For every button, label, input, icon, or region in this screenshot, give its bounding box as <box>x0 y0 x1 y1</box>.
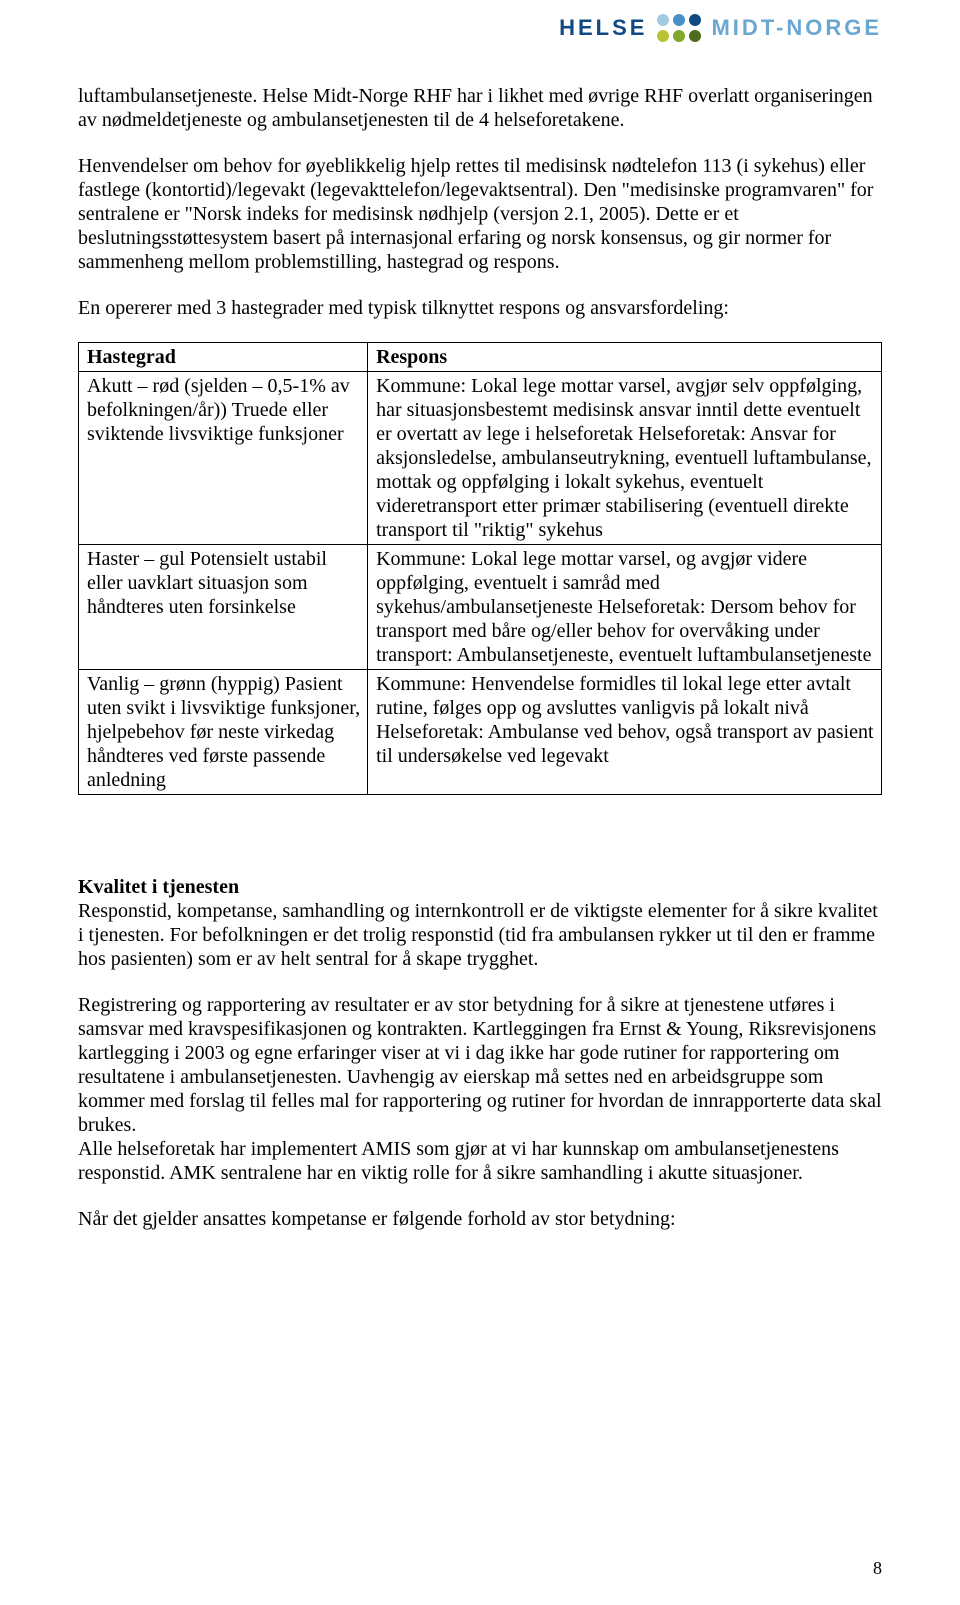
logo-dot <box>657 14 669 26</box>
document-page: HELSE MIDT-NORGE luftambulansetjeneste. … <box>0 0 960 1605</box>
logo-text-right: MIDT-NORGE <box>711 15 882 41</box>
table-cell: Akutt – rød (sjelden – 0,5-1% av befolkn… <box>79 372 368 545</box>
table-row: Akutt – rød (sjelden – 0,5-1% av befolkn… <box>79 372 882 545</box>
logo-dots-icon <box>657 14 701 42</box>
header-logo: HELSE MIDT-NORGE <box>559 14 882 42</box>
logo-dot <box>689 30 701 42</box>
paragraph: Når det gjelder ansattes kompetanse er f… <box>78 1207 882 1231</box>
table-row: Haster – gul Potensielt ustabil eller ua… <box>79 545 882 670</box>
table-cell: Kommune: Lokal lege mottar varsel, avgjø… <box>368 372 882 545</box>
paragraph: Alle helseforetak har implementert AMIS … <box>78 1137 882 1185</box>
logo-dot <box>689 14 701 26</box>
paragraph: Registrering og rapportering av resultat… <box>78 993 882 1137</box>
logo-dot <box>673 14 685 26</box>
paragraph: Henvendelser om behov for øyeblikkelig h… <box>78 154 882 274</box>
table-cell: Haster – gul Potensielt ustabil eller ua… <box>79 545 368 670</box>
paragraph: Responstid, kompetanse, samhandling og i… <box>78 899 882 971</box>
paragraph: En opererer med 3 hastegrader med typisk… <box>78 296 882 320</box>
table-cell: Kommune: Henvendelse formidles til lokal… <box>368 670 882 795</box>
section-heading: Kvalitet i tjenesten <box>78 875 882 899</box>
table-row: Vanlig – grønn (hyppig) Pasient uten svi… <box>79 670 882 795</box>
logo-dot <box>673 30 685 42</box>
body-content: luftambulansetjeneste. Helse Midt-Norge … <box>78 84 882 1231</box>
paragraph: luftambulansetjeneste. Helse Midt-Norge … <box>78 84 882 132</box>
table-header-cell: Respons <box>368 343 882 372</box>
table-header-row: Hastegrad Respons <box>79 343 882 372</box>
hastegrad-table: Hastegrad Respons Akutt – rød (sjelden –… <box>78 342 882 795</box>
page-number: 8 <box>873 1558 882 1579</box>
logo-dot <box>657 30 669 42</box>
spacer <box>78 835 882 875</box>
table-cell: Vanlig – grønn (hyppig) Pasient uten svi… <box>79 670 368 795</box>
table-cell: Kommune: Lokal lege mottar varsel, og av… <box>368 545 882 670</box>
table-header-cell: Hastegrad <box>79 343 368 372</box>
logo-text-left: HELSE <box>559 15 647 41</box>
